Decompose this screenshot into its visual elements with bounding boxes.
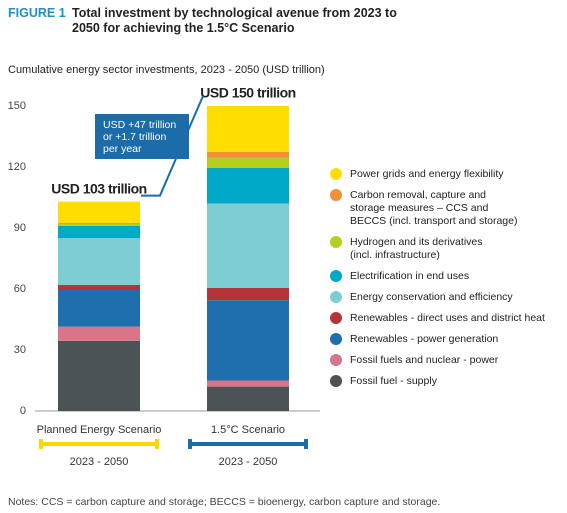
- chart-subtitle: Cumulative energy sector investments, 20…: [8, 64, 325, 76]
- legend-label: Energy conservation and efficiency: [350, 291, 513, 303]
- bar-segment: [58, 290, 140, 327]
- bar-segment: [207, 287, 289, 301]
- legend-swatch: [330, 312, 342, 324]
- legend-label: Carbon removal, capture and storage meas…: [350, 189, 518, 227]
- bar-segment: [207, 386, 289, 411]
- legend-item: Hydrogen and its derivatives (incl. infr…: [330, 236, 562, 262]
- bar-segment: [58, 238, 140, 285]
- legend-label: Hydrogen and its derivatives (incl. infr…: [350, 236, 483, 261]
- legend-label: Power grids and energy flexibility: [350, 168, 504, 180]
- notes: Notes: CCS = carbon capture and storage;…: [8, 496, 441, 508]
- legend-item: Fossil fuel - supply: [330, 375, 562, 388]
- legend-swatch: [330, 189, 342, 201]
- bar-segment: [207, 300, 289, 381]
- legend-label: Electrification in end uses: [350, 270, 470, 282]
- y-tick-label: 30: [14, 344, 26, 356]
- annotation-text: per year: [103, 143, 142, 155]
- bar-segment: [58, 201, 140, 223]
- legend-item: Fossil fuels and nuclear - power: [330, 354, 562, 367]
- legend-swatch: [330, 291, 342, 303]
- legend-swatch: [330, 270, 342, 282]
- legend-swatch: [330, 168, 342, 180]
- period-cap: [188, 439, 192, 449]
- chart-title: Total investment by technological avenue…: [72, 6, 397, 35]
- x-tick-label: Planned Energy Scenario: [37, 424, 162, 436]
- y-tick-label: 0: [20, 405, 26, 417]
- period-label: 2023 - 2050: [70, 456, 129, 468]
- legend-swatch: [330, 375, 342, 387]
- y-tick-label: 120: [8, 161, 26, 173]
- y-tick-label: 60: [14, 283, 26, 295]
- total-label: USD 150 trillion: [200, 85, 295, 101]
- legend-item: Power grids and energy flexibility: [330, 168, 562, 181]
- bar-segment: [58, 326, 140, 341]
- legend-label: Fossil fuel - supply: [350, 375, 437, 387]
- bar-segment: [207, 380, 289, 387]
- bar-segment: [207, 157, 289, 169]
- x-tick-label: 1.5°C Scenario: [211, 424, 285, 436]
- y-tick-label: 90: [14, 222, 26, 234]
- period-cap: [304, 439, 308, 449]
- annotation-text: or +1.7 trillion: [103, 131, 166, 143]
- bar-segment: [207, 168, 289, 204]
- bar-segment: [58, 225, 140, 239]
- legend-swatch: [330, 236, 342, 248]
- legend-label: Fossil fuels and nuclear - power: [350, 354, 499, 366]
- legend-label: Renewables - power generation: [350, 333, 499, 345]
- bar-segment: [58, 222, 140, 224]
- period-label: 2023 - 2050: [219, 456, 278, 468]
- figure-label: FIGURE 1: [8, 6, 66, 20]
- y-tick-label: 150: [8, 100, 26, 112]
- total-label: USD 103 trillion: [51, 180, 146, 196]
- annotation-box: [95, 114, 189, 159]
- legend-item: Carbon removal, capture and storage meas…: [330, 189, 562, 228]
- legend-item: Renewables - power generation: [330, 333, 562, 346]
- bar-segment: [58, 284, 140, 291]
- legend-swatch: [330, 354, 342, 366]
- bar-segment: [207, 151, 289, 158]
- period-cap: [155, 439, 159, 449]
- legend-swatch: [330, 333, 342, 345]
- bar-segment: [207, 106, 289, 152]
- bar-segment: [207, 203, 289, 288]
- legend-item: Energy conservation and efficiency: [330, 291, 562, 304]
- legend-label: Renewables - direct uses and district he…: [350, 312, 545, 324]
- bar-segment: [58, 223, 140, 226]
- legend-item: Renewables - direct uses and district he…: [330, 312, 562, 325]
- bar-segment: [58, 340, 140, 411]
- annotation-text: USD +47 trillion: [103, 119, 176, 131]
- legend: Power grids and energy flexibility Carbon…: [330, 168, 562, 396]
- period-cap: [39, 439, 43, 449]
- legend-item: Electrification in end uses: [330, 270, 562, 283]
